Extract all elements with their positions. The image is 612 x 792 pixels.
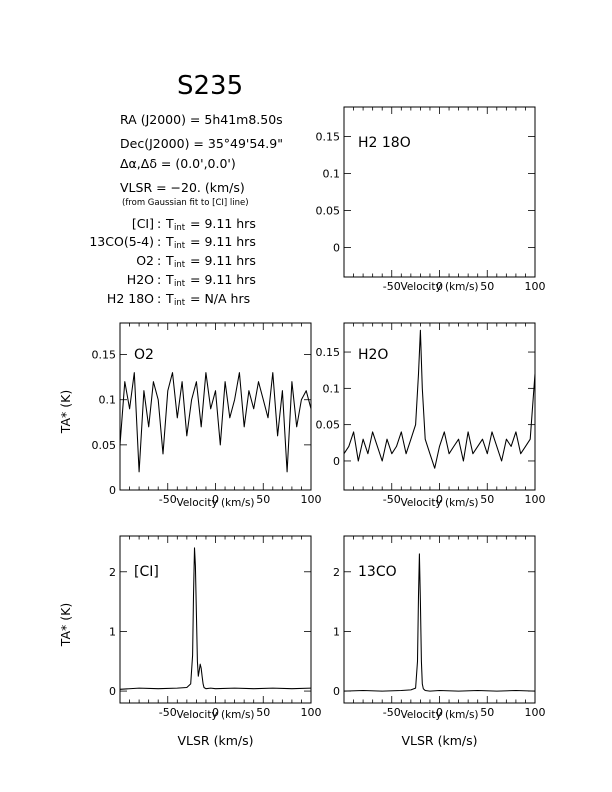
integration-tint-value: = 9.11 hrs — [190, 216, 256, 231]
panel-line-label: [CI] — [134, 564, 159, 580]
x-tick-label: 0 — [436, 706, 443, 719]
integration-sep: : — [157, 272, 161, 287]
integration-sep: : — [157, 291, 161, 306]
integration-tint-value: = N/A hrs — [190, 291, 250, 306]
integration-sep: : — [157, 253, 161, 268]
y-tick-label: 0.05 — [316, 419, 341, 432]
x-axis-label: Velocity (km/s) — [400, 709, 478, 721]
spectrum-trace — [119, 372, 312, 473]
plot-frame — [343, 535, 536, 704]
y-tick-label: 0.1 — [323, 382, 341, 395]
x-tick-label: 100 — [525, 280, 546, 293]
x-tick-label: -50 — [383, 706, 401, 719]
integration-tint-value: = 9.11 hrs — [190, 253, 256, 268]
dec-line: Dec(J2000) = 35°49'54.9" — [120, 136, 283, 151]
vlsr-line: VLSR = −20. (km/s) — [120, 180, 245, 195]
x-tick-label: 0 — [212, 493, 219, 506]
x-tick-label: -50 — [383, 280, 401, 293]
integration-tint-sub: int — [174, 241, 186, 251]
y-tick-label: 0.15 — [92, 349, 117, 362]
y-tick-label: 0.05 — [316, 204, 341, 217]
x-tick-label: 0 — [436, 280, 443, 293]
y-tick-label: 0 — [333, 241, 340, 254]
x-tick-label: 100 — [525, 706, 546, 719]
fit-note: (from Gaussian fit to [CI] line) — [122, 198, 249, 208]
panel-line-label: H2 18O — [358, 135, 411, 151]
x-tick-label: 100 — [525, 493, 546, 506]
spectrum-trace — [119, 547, 312, 690]
integration-line-name: H2O — [127, 272, 154, 287]
x-tick-label: -50 — [383, 493, 401, 506]
integration-tint-value: = 9.11 hrs — [190, 272, 256, 287]
y-tick-label: 1 — [109, 625, 116, 638]
integration-sep: : — [157, 234, 161, 249]
x-tick-label: 50 — [256, 706, 270, 719]
integration-tint-sub: int — [174, 223, 186, 233]
plot-frame — [119, 535, 312, 704]
y-tick-label: 0.15 — [316, 346, 341, 359]
panel-h2-18o: -50 0 50 100 0 0.05 0.1 0.15 Velocity (km/s) H2 1… — [316, 106, 546, 293]
x-axis-label: Velocity (km/s) — [400, 497, 478, 509]
y-tick-label: 0 — [109, 484, 116, 497]
integration-tint-label: T — [165, 234, 174, 249]
y-tick-label: 0 — [109, 685, 116, 698]
y-tick-label: 0 — [333, 685, 340, 698]
x-tick-label: 50 — [480, 706, 494, 719]
y-axis-label: TA* (K) — [58, 603, 73, 647]
y-tick-label: 2 — [333, 566, 340, 579]
x-tick-label: 0 — [212, 706, 219, 719]
y-tick-label: 0.1 — [99, 394, 117, 407]
panel-line-label: 13CO — [358, 564, 397, 580]
y-tick-label: 0.1 — [323, 168, 341, 181]
x-axis-label-vlsr: VLSR (km/s) — [177, 733, 253, 748]
spectrum-trace — [343, 329, 536, 469]
y-tick-label: 0 — [333, 455, 340, 468]
integration-tint-sub: int — [174, 260, 186, 270]
spectrum-trace — [343, 553, 536, 692]
integration-line-name: 13CO(5-4) — [89, 234, 154, 249]
panel-line-label: H2O — [358, 347, 388, 363]
x-tick-label: 50 — [480, 493, 494, 506]
y-tick-label: 0.05 — [92, 439, 117, 452]
x-axis-label: Velocity (km/s) — [176, 709, 254, 721]
y-tick-label: 2 — [109, 566, 116, 579]
x-tick-label: -50 — [159, 493, 177, 506]
ra-line: RA (J2000) = 5h41m8.50s — [120, 112, 283, 127]
integration-sep: : — [157, 216, 161, 231]
integration-line-name: [CI] — [132, 216, 154, 231]
panel-h2o: -50 0 50 100 0 0.05 0.1 0.15 Velocity (km/s) H2O — [316, 322, 546, 509]
integration-tint-sub: int — [174, 279, 186, 289]
x-tick-label: 50 — [256, 493, 270, 506]
integration-tint-sub: int — [174, 298, 186, 308]
plot-frame — [343, 106, 536, 278]
x-tick-label: 0 — [436, 493, 443, 506]
integration-line-name: O2 — [136, 253, 154, 268]
panel-13co: -50 0 50 100 0 1 2 Velocity (km/s) VLSR (km/s) 13… — [333, 535, 546, 748]
integration-tint-value: = 9.11 hrs — [190, 234, 256, 249]
x-axis-label-vlsr: VLSR (km/s) — [401, 733, 477, 748]
integration-line-name: H2 18O — [107, 291, 154, 306]
integration-tint-label: T — [165, 272, 174, 287]
x-axis-label: Velocity (km/s) — [176, 497, 254, 509]
x-tick-label: -50 — [159, 706, 177, 719]
x-tick-label: 100 — [301, 493, 322, 506]
x-tick-label: 50 — [480, 280, 494, 293]
integration-tint-label: T — [165, 291, 174, 306]
integration-tint-label: T — [165, 216, 174, 231]
panel--ci-: -50 0 50 100 0 1 2 Velocity (km/s) VLSR (km/s) TA… — [58, 535, 322, 748]
y-axis-label: TA* (K) — [58, 390, 73, 434]
integration-tint-label: T — [165, 253, 174, 268]
y-tick-label: 1 — [333, 625, 340, 638]
panel-line-label: O2 — [134, 347, 154, 363]
x-tick-label: 100 — [301, 706, 322, 719]
y-tick-label: 0.15 — [316, 131, 341, 144]
figure-title: S235 — [177, 71, 243, 101]
x-axis-label: Velocity (km/s) — [400, 281, 478, 293]
source-info-block: RA (J2000) = 5h41m8.50s Dec(J2000) = 35°… — [89, 112, 283, 308]
offset-line: Δα,Δδ = (0.0',0.0') — [120, 156, 236, 171]
panel-o2: -50 0 50 100 0 0.05 0.1 0.15 Velocity (km/s) TA* … — [58, 322, 322, 509]
